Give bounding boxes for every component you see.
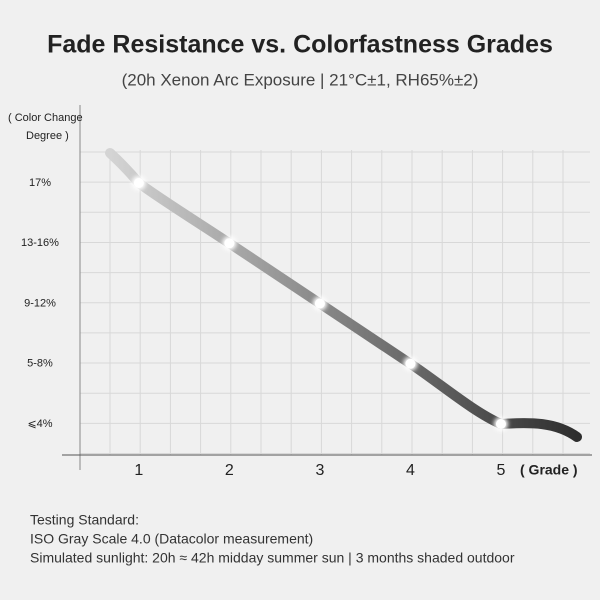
grid (80, 150, 590, 455)
chart-title: Fade Resistance vs. Colorfastness Grades (47, 31, 553, 59)
footnote: ISO Gray Scale 4.0 (Datacolor measuremen… (30, 531, 313, 547)
x-tick-label: 2 (225, 462, 234, 479)
y-axis-title: ( Color Change (8, 112, 83, 124)
footnote: Testing Standard: (30, 512, 139, 528)
point (224, 238, 235, 249)
curve-tail (495, 418, 582, 442)
y-tick-label: ⩽4% (27, 418, 52, 430)
y-tick-label: 13-16% (21, 237, 59, 249)
y-tick-label: 17% (29, 177, 51, 189)
point (314, 298, 325, 309)
footnote: Simulated sunlight: 20h ≈ 42h midday sum… (30, 550, 515, 566)
point (495, 419, 506, 429)
x-axis-title: ( Grade ) (520, 462, 578, 478)
point (133, 178, 144, 188)
y-tick-label: 9-12% (24, 297, 56, 309)
point (405, 358, 416, 369)
x-tick-label: 4 (406, 462, 415, 479)
x-tick-label: 3 (315, 462, 324, 479)
y-axis-title: Degree ) (26, 130, 69, 142)
x-tick-label: 5 (497, 462, 506, 479)
chart-subtitle: (20h Xenon Arc Exposure | 21°C±1, RH65%±… (122, 70, 479, 89)
y-tick-label: 5-8% (27, 358, 53, 370)
x-tick-label: 1 (134, 462, 143, 479)
